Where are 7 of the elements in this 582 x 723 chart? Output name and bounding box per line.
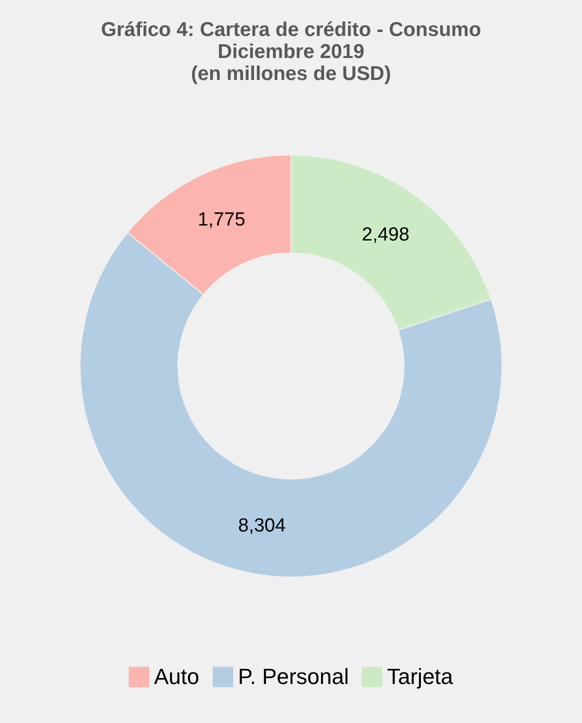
data-label: 8,304 [238,515,286,536]
legend-label: Tarjeta [387,664,454,689]
data-label: 1,775 [198,210,246,231]
chart-title: Gráfico 4: Cartera de crédito - Consumo Diciembre 2019 (en millones de USD) [100,19,482,85]
legend-label: Auto [154,664,200,689]
data-label: 2,498 [362,224,410,246]
legend-label: P. Personal [238,664,349,689]
